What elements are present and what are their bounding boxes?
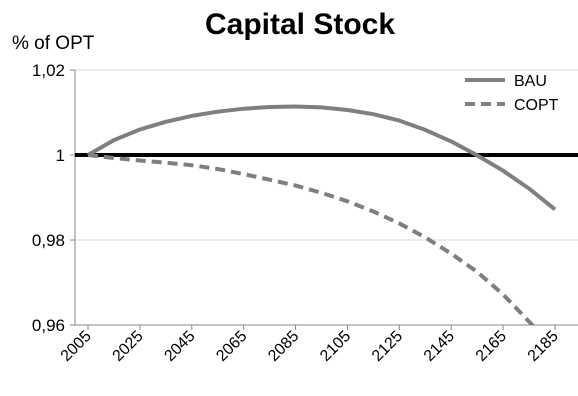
- gridlines: [75, 69, 578, 241]
- y-tick-label: 1: [56, 146, 65, 165]
- legend: BAU COPT: [465, 73, 559, 114]
- x-tick-label: 2165: [473, 328, 510, 365]
- x-tick-label: 2045: [161, 328, 198, 365]
- legend-label-bau: BAU: [514, 73, 547, 90]
- chart-title: Capital Stock: [205, 8, 395, 41]
- x-tick-label: 2125: [369, 328, 406, 365]
- y-tick-label: 0,98: [32, 231, 65, 250]
- x-tick-labels: 2005 2025 2045 2065 2085 2105 2125 2145 2165 2185: [58, 328, 562, 365]
- x-tick-label: 2085: [265, 328, 302, 365]
- y-axis-label: % of OPT: [12, 33, 95, 54]
- axes: [70, 69, 578, 330]
- x-tick-label: 2065: [213, 328, 250, 365]
- series-line-copt: [87, 153, 536, 325]
- x-tick-label: 2145: [421, 328, 458, 365]
- series-line-bau: [87, 104, 557, 211]
- y-tick-label: 1,02: [32, 61, 65, 80]
- y-tick-labels: 1,02 1 0,98 0,96: [32, 61, 65, 335]
- y-tick-label: 0,96: [32, 316, 65, 335]
- series-lines: [87, 104, 557, 325]
- x-tick-label: 2105: [317, 328, 354, 365]
- x-tick-label: 2185: [525, 328, 562, 365]
- x-tick-label: 2025: [110, 328, 147, 365]
- legend-label-copt: COPT: [514, 97, 559, 114]
